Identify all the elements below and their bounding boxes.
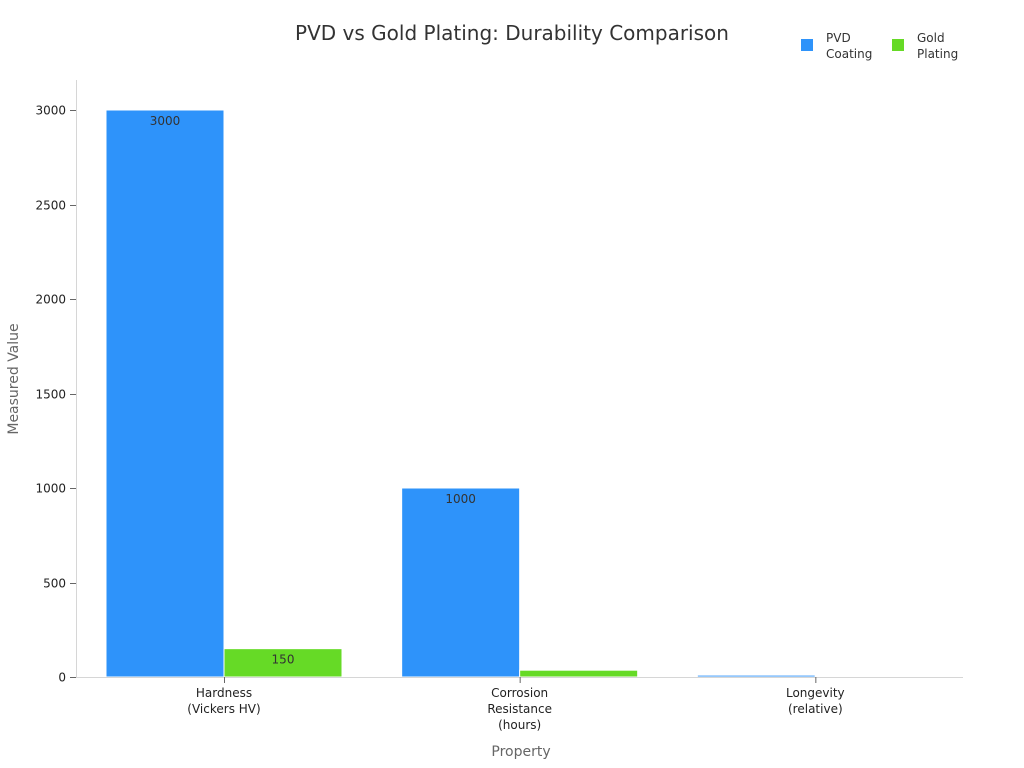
data-label: 150 xyxy=(272,653,295,667)
y-ticks: 0 500 1000 1500 2000 2500 3000 xyxy=(35,104,76,685)
bar-gold-0 xyxy=(223,648,343,678)
bar-gold-1 xyxy=(519,669,639,678)
legend-label: Coating xyxy=(826,47,872,61)
data-labels: 3000 150 1000 xyxy=(150,114,476,667)
bar-pvd-0 xyxy=(105,109,225,678)
axes xyxy=(76,80,963,678)
data-label: 3000 xyxy=(150,114,181,128)
legend-swatch xyxy=(892,39,904,51)
bar-pvd-2 xyxy=(696,674,816,678)
legend-label: Gold xyxy=(917,31,945,45)
legend-label: PVD xyxy=(826,31,851,45)
x-tick-label: Longevity xyxy=(786,686,845,700)
bar-pvd-1 xyxy=(401,487,521,678)
legend-swatch xyxy=(801,39,813,51)
y-tick-label: 1000 xyxy=(35,482,66,496)
y-tick-label: 2500 xyxy=(35,199,66,213)
x-tick-label: (hours) xyxy=(498,718,541,732)
x-tick-label: (Vickers HV) xyxy=(187,702,260,716)
y-axis-title: Measured Value xyxy=(6,323,22,434)
x-ticks: Hardness (Vickers HV) Corrosion Resistance (… xyxy=(187,677,845,732)
bar-gold-2 xyxy=(814,675,934,678)
y-tick-label: 1500 xyxy=(35,388,66,402)
y-tick-label: 0 xyxy=(58,671,66,685)
chart-title: PVD vs Gold Plating: Durability Comparis… xyxy=(295,21,729,45)
x-axis-title: Property xyxy=(491,744,550,760)
x-tick-label: (relative) xyxy=(788,702,843,716)
y-tick-label: 3000 xyxy=(35,104,66,118)
bars xyxy=(105,109,934,678)
y-tick-label: 2000 xyxy=(35,293,66,307)
legend-label: Plating xyxy=(917,47,958,61)
x-tick-label: Corrosion xyxy=(491,686,548,700)
legend: PVD Coating Gold Plating xyxy=(801,31,958,61)
x-tick-label: Hardness xyxy=(196,686,252,700)
y-tick-label: 500 xyxy=(43,577,66,591)
x-tick-label: Resistance xyxy=(487,702,552,716)
data-label: 1000 xyxy=(445,492,476,506)
